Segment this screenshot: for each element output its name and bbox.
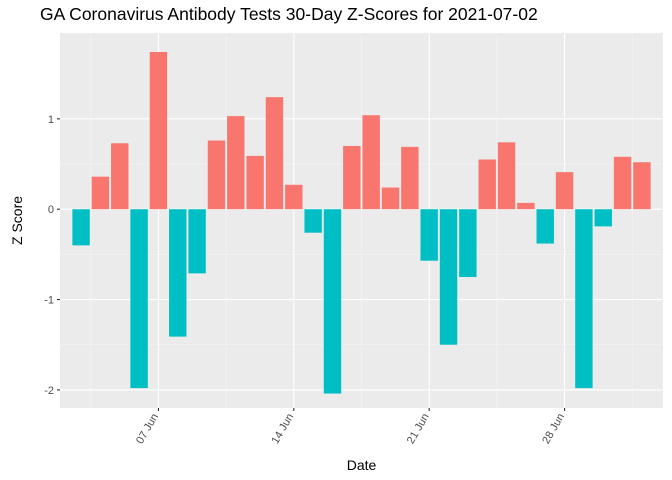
bar-2021-06-14 [285,184,303,210]
bar-2021-06-08 [169,209,187,337]
bar-2021-06-19 [381,187,400,210]
bar-2021-06-21 [420,209,438,261]
bar-2021-06-23 [459,209,477,277]
bar-2021-06-28 [555,172,574,210]
grid [60,33,663,408]
bar-2021-06-24 [478,159,496,210]
bar-2021-06-29 [575,209,593,389]
x-axis-title: Date [347,457,377,473]
bar-2021-06-10 [207,140,226,210]
bar-2021-06-25 [497,142,516,210]
y-axis-title: Z Score [9,196,25,245]
bar-2021-06-04 [91,176,110,210]
bar-2021-06-05 [111,143,129,210]
bar-2021-07-02 [633,162,651,210]
bar-2021-06-15 [304,209,322,233]
y-tick-label: -2 [44,385,54,397]
chart-title: GA Coronavirus Antibody Tests 30-Day Z-S… [40,4,538,24]
bar-2021-06-12 [246,155,264,210]
bar-2021-06-16 [323,209,342,394]
bar-2021-06-11 [227,116,245,210]
y-tick-label: 1 [48,114,54,126]
bar-2021-06-26 [517,202,535,210]
x-tick-label: 14 Jun [270,412,297,447]
y-tick-label: 0 [48,204,54,216]
bar-2021-06-27 [536,209,554,244]
bar-2021-06-20 [401,146,419,210]
bar-2021-06-09 [188,209,206,274]
x-tick-label: 21 Jun [405,412,432,447]
x-tick-label: 28 Jun [540,412,567,447]
bar-2021-06-17 [343,145,361,210]
bar-2021-06-18 [362,115,380,210]
bar-2021-06-03 [72,209,90,246]
bar-2021-06-22 [439,209,458,345]
bar-2021-06-07 [149,51,168,210]
bars [72,51,651,394]
bar-2021-06-06 [130,209,148,389]
bar-2021-06-13 [265,97,284,210]
bar-2021-06-30 [594,209,612,227]
x-tick-label: 07 Jun [134,412,161,447]
bar-2021-07-01 [613,156,632,210]
y-tick-label: -1 [44,295,54,307]
